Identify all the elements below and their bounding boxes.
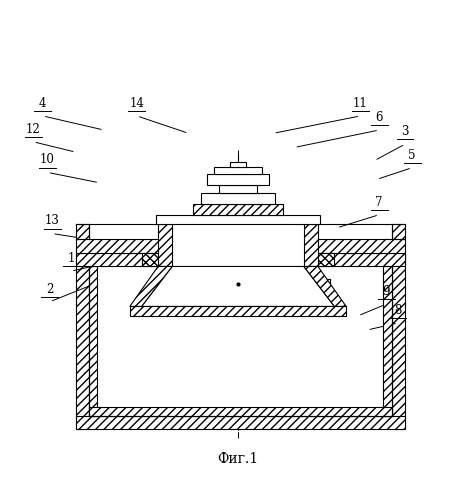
Bar [392,224,405,239]
Bar [208,174,268,184]
Bar [89,266,97,416]
Bar [141,254,335,266]
Bar [89,266,392,416]
Bar [76,416,405,429]
Polygon shape [304,266,346,306]
Bar [76,239,405,254]
Polygon shape [130,266,172,306]
Text: 12: 12 [26,122,41,136]
Text: 7: 7 [376,196,383,208]
Text: Фиг.1: Фиг.1 [218,452,258,466]
Bar [76,224,89,239]
Bar [201,193,275,203]
Text: 8: 8 [394,304,402,317]
Bar [130,306,346,316]
Bar [172,224,304,266]
Text: 13: 13 [45,214,60,228]
Text: 10: 10 [40,154,55,166]
Bar [392,254,405,429]
Bar [219,184,257,193]
Polygon shape [141,266,335,306]
Bar [158,224,172,266]
Text: 1: 1 [67,252,75,265]
Text: 11: 11 [353,97,367,110]
Text: 6: 6 [376,111,383,124]
Text: 2: 2 [46,282,53,296]
Text: 3: 3 [401,125,409,138]
Text: 14: 14 [129,97,144,110]
Bar [76,254,405,266]
Text: 5: 5 [408,148,416,162]
Text: 9: 9 [382,285,390,298]
Text: 4: 4 [39,97,47,110]
Bar [89,407,392,416]
Bar [229,162,247,168]
Bar [193,204,283,216]
Bar [215,168,261,174]
Bar [156,216,320,224]
Bar [304,224,318,266]
Bar [383,266,392,416]
Bar [76,254,89,429]
